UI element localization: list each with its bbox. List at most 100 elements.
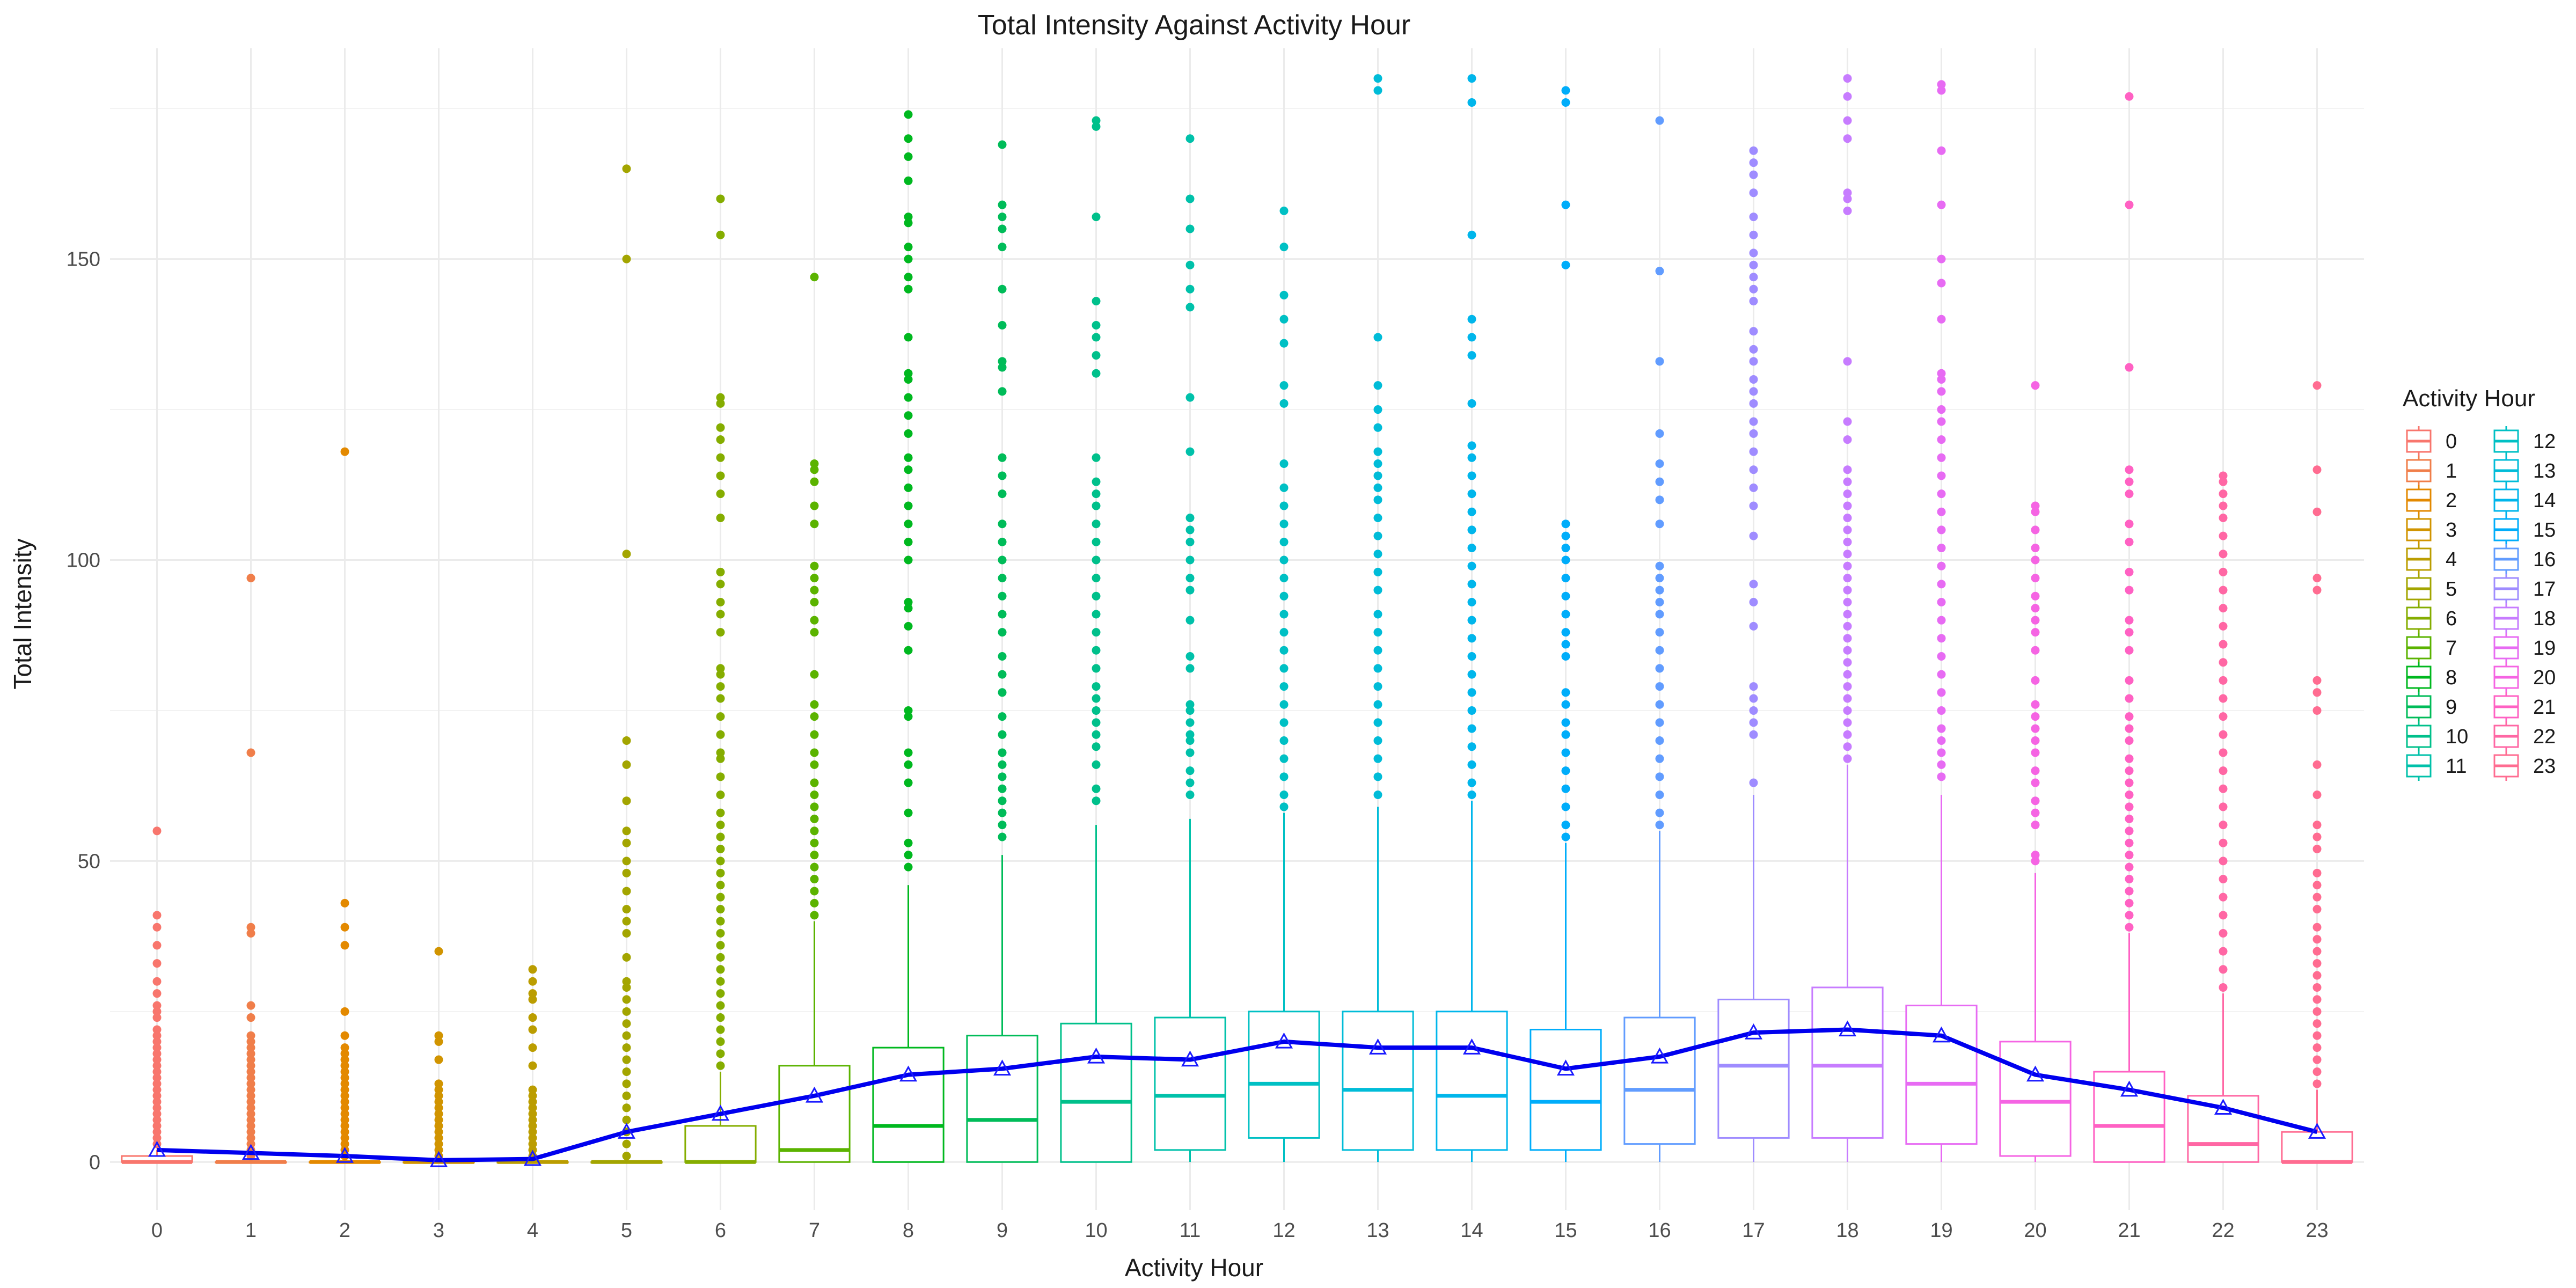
outlier-point [1373,628,1382,637]
outlier-point [1373,567,1382,576]
outlier-point [1279,772,1289,781]
outlier-point [2031,851,2040,860]
outlier-point [152,1007,162,1016]
outlier-point [1467,525,1476,535]
outlier-point [1467,507,1476,516]
outlier-point [716,1001,725,1010]
outlier-point [2219,501,2228,510]
outlier-point [1092,574,1101,583]
mean-marker [617,1123,636,1139]
box [2281,1131,2353,1163]
outlier-point [2031,591,2040,601]
outlier-point [810,814,819,823]
outlier-point [1467,74,1476,83]
outlier-point [152,1025,162,1034]
legend-label: 21 [2533,696,2556,719]
outlier-point [2125,898,2134,908]
outlier-point [340,447,349,456]
outlier-point [2312,1019,2322,1028]
outlier-point [1373,646,1382,655]
outlier-point [998,808,1007,817]
outlier-point [904,862,913,872]
outlier-point [904,483,913,492]
x-tick-label: 0 [151,1219,163,1242]
outlier-point [998,821,1007,830]
outlier-point [1655,267,1664,276]
outlier-point [246,1001,255,1010]
outlier-point [1843,417,1852,426]
outlier-point [1467,724,1476,733]
outlier-point [1561,531,1570,540]
outlier-point [1185,393,1195,402]
outlier-point [904,273,913,282]
outlier-point [1467,561,1476,570]
outlier-point [434,1133,443,1143]
outlier-point [2219,875,2228,884]
outlier-point [1937,279,1946,288]
outlier-point [1749,483,1758,492]
outlier-point [1185,555,1195,565]
outlier-point [1279,399,1289,408]
outlier-point [2125,838,2134,847]
outlier-point [998,784,1007,793]
legend-label: 1 [2446,460,2457,482]
legend-item: 16 [2493,544,2556,574]
outlier-point [716,832,725,841]
outlier-point [2312,995,2322,1004]
outlier-point [152,1073,162,1082]
legend-label: 20 [2533,667,2556,689]
outlier-point [1749,345,1758,354]
outlier-point [1467,634,1476,643]
outlier-point [1843,706,1852,715]
legend-item: 19 [2493,633,2556,663]
outlier-point [810,628,819,637]
legend-label: 13 [2533,460,2556,482]
outlier-point [716,489,725,499]
outlier-point [904,851,913,860]
legend-item: 12 [2493,426,2556,456]
outlier-point [716,989,725,998]
box [684,1125,757,1163]
x-tick-label: 17 [1742,1219,1765,1242]
outlier-point [1467,598,1476,607]
legend-item: 20 [2493,662,2556,692]
outlier-point [2219,730,2228,739]
outlier-point [2125,646,2134,655]
outlier-point [1279,243,1289,252]
outlier-point [1655,610,1664,619]
outlier-point [434,1103,443,1113]
outlier-point [1937,544,1946,553]
outlier-point [1749,260,1758,269]
outlier-point [528,1043,537,1052]
outlier-point [1843,610,1852,619]
outlier-point [1467,616,1476,625]
outlier-point [716,754,725,763]
outlier-point [1373,531,1382,540]
outlier-point [2125,790,2134,799]
outlier-point [152,1085,162,1094]
outlier-point [1185,586,1195,595]
outlier-point [2219,676,2228,685]
outlier-point [1561,591,1570,601]
mean-marker [1087,1047,1106,1064]
outlier-point [1561,610,1570,619]
mean-marker [1650,1047,1669,1064]
outlier-point [1467,471,1476,480]
box-group [1248,813,1320,1162]
outlier-point [152,989,162,998]
x-tick-label: 15 [1554,1219,1577,1242]
outlier-point [1655,718,1664,727]
outlier-point [2219,550,2228,559]
mean-marker [148,1140,166,1157]
outlier-point [810,712,819,721]
outlier-point [2219,983,2228,992]
mean-marker [2120,1080,2139,1097]
outlier-point [1561,832,1570,841]
outlier-point [716,965,725,974]
outlier-point [1843,537,1852,546]
outlier-point [2312,832,2322,841]
outlier-point [1373,459,1382,469]
outlier-point [716,905,725,914]
outlier-point [434,1097,443,1107]
outlier-point [1655,459,1664,469]
